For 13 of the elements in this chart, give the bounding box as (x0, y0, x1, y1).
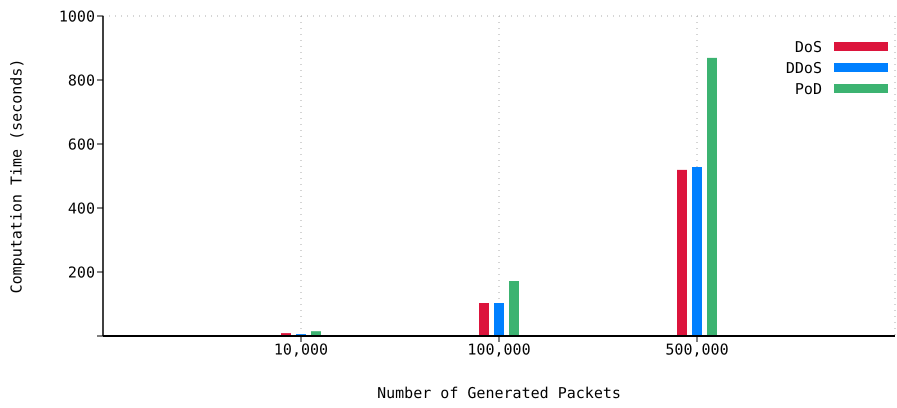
x-axis-title: Number of Generated Packets (377, 384, 621, 402)
y-tick-label: 600 (68, 135, 95, 154)
x-tick-label: 500,000 (665, 340, 729, 359)
y-tick-label: 200 (68, 263, 95, 282)
x-tick-label: 100,000 (467, 340, 531, 359)
y-axis-title: Computation Time (seconds) (7, 58, 26, 294)
x-tick-label: 10,000 (274, 340, 328, 359)
legend-label: DDoS (786, 58, 822, 76)
y-tick-label: 1000 (58, 7, 95, 26)
legend-label: PoD (794, 80, 822, 98)
y-tick-label: 400 (68, 199, 95, 218)
legend-label: DoS (794, 38, 822, 56)
y-tick-label: 800 (68, 71, 95, 90)
